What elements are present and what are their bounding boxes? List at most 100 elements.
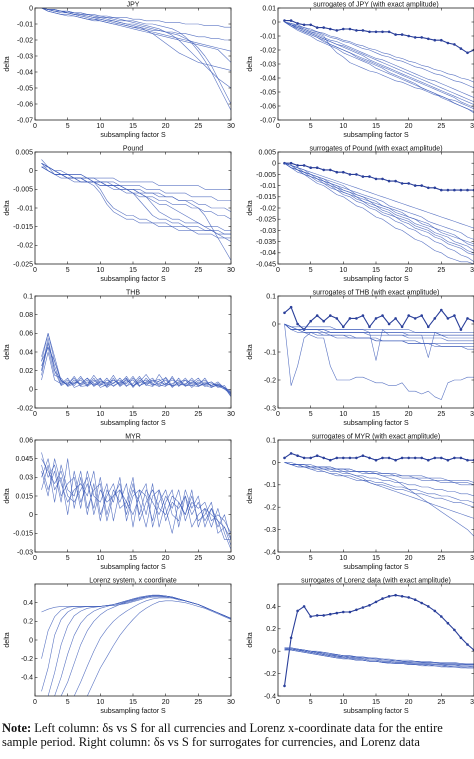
x-tick-label: 10 (339, 123, 347, 130)
x-tick-label: 25 (437, 699, 445, 706)
y-axis-label: delta (4, 344, 11, 359)
x-tick-label: 15 (129, 267, 137, 274)
series-marker (407, 182, 411, 185)
series-marker (283, 684, 286, 688)
x-axis-label: subsampling factor S (343, 276, 409, 283)
series-marker (459, 636, 463, 640)
series-marker (368, 175, 371, 178)
x-tick-label: 0 (276, 267, 280, 274)
series-marker (315, 454, 319, 458)
series-group (283, 161, 474, 264)
y-tick-label: 0.4 (266, 604, 276, 611)
series-marker (381, 30, 384, 34)
y-tick-label: -0.1 (264, 482, 276, 489)
series-marker (453, 456, 456, 460)
series-line (284, 162, 474, 254)
x-tick-label: 10 (339, 699, 347, 706)
series-marker (355, 456, 358, 460)
series-line (284, 21, 474, 110)
x-tick-label: 0 (276, 123, 280, 130)
series-marker (355, 173, 358, 176)
series-marker (420, 456, 424, 460)
series-line (41, 162, 231, 242)
series-marker (296, 164, 299, 167)
series-marker (427, 37, 430, 41)
series-marker (387, 30, 391, 34)
y-axis-label: delta (4, 632, 11, 647)
series-marker (466, 458, 469, 462)
series-marker (427, 186, 430, 190)
y-tick-label: -0.02 (260, 205, 276, 212)
y-axis-label: delta (4, 488, 11, 503)
x-tick-label: 25 (437, 123, 445, 130)
series-line (284, 21, 474, 108)
series-marker (440, 308, 443, 312)
y-tick-label: -0.02 (17, 243, 33, 250)
y-tick-label: -0.025 (13, 261, 33, 268)
series-marker (440, 188, 443, 192)
series-marker (407, 456, 411, 460)
series-line (284, 462, 474, 497)
y-tick-label: 0 (29, 5, 33, 12)
y-tick-label: 0.005 (15, 149, 33, 156)
x-tick-label: 0 (33, 411, 37, 418)
series-line (284, 21, 474, 105)
x-tick-label: 30 (227, 699, 235, 706)
x-tick-label: 20 (405, 411, 413, 418)
y-tick-label: -0.035 (256, 239, 276, 246)
x-tick-label: 30 (227, 267, 235, 274)
series-group (41, 333, 231, 397)
series-marker (387, 595, 391, 598)
y-tick-label: -0.2 (21, 656, 33, 663)
series-line (60, 595, 231, 696)
y-tick-label: -0.02 (17, 405, 33, 412)
series-marker (302, 605, 306, 608)
y-tick-label: -0.03 (260, 61, 276, 68)
series-marker (361, 606, 365, 609)
y-tick-label: 0 (272, 161, 276, 168)
series-marker (427, 325, 430, 329)
y-tick-label: -0.1 (264, 349, 276, 356)
series-group (283, 452, 474, 537)
y-tick-label: 0 (272, 649, 276, 656)
y-tick-label: -0.4 (21, 675, 33, 682)
series-marker (446, 621, 450, 625)
x-tick-label: 25 (437, 267, 445, 274)
series-marker (433, 38, 437, 42)
chart-panel: surrogates of MYR (with exact amplitude)… (247, 434, 474, 571)
x-tick-label: 25 (194, 411, 202, 418)
series-line (73, 597, 231, 696)
series-line (284, 162, 474, 229)
y-tick-label: 0 (29, 387, 33, 394)
y-tick-label: 0 (272, 460, 276, 467)
series-marker (420, 314, 424, 317)
series-group (41, 594, 231, 696)
series-marker (420, 36, 424, 39)
series-marker (348, 456, 352, 460)
series-marker (413, 36, 417, 39)
y-axis-label: delta (4, 56, 11, 71)
x-tick-label: 15 (129, 699, 137, 706)
y-tick-label: 0 (29, 637, 33, 644)
series-marker (368, 30, 371, 34)
series-marker (322, 26, 326, 29)
series-marker (289, 19, 293, 22)
series-line (284, 162, 474, 263)
series-marker (400, 325, 404, 329)
y-tick-label: -0.06 (260, 103, 276, 110)
series-marker (361, 454, 365, 458)
series-marker (315, 314, 319, 317)
x-tick-label: 30 (227, 411, 235, 418)
series-marker (440, 615, 443, 618)
series-marker (453, 628, 456, 632)
y-tick-label: 0.1 (23, 293, 33, 300)
x-tick-label: 10 (96, 267, 104, 274)
chart-title: JPY (127, 2, 140, 9)
series-marker (335, 317, 339, 320)
series-marker (446, 458, 450, 462)
series-line (284, 462, 474, 519)
series-line (284, 306, 474, 331)
series-marker (315, 614, 319, 617)
x-tick-label: 30 (470, 267, 474, 274)
series-marker (407, 314, 411, 317)
